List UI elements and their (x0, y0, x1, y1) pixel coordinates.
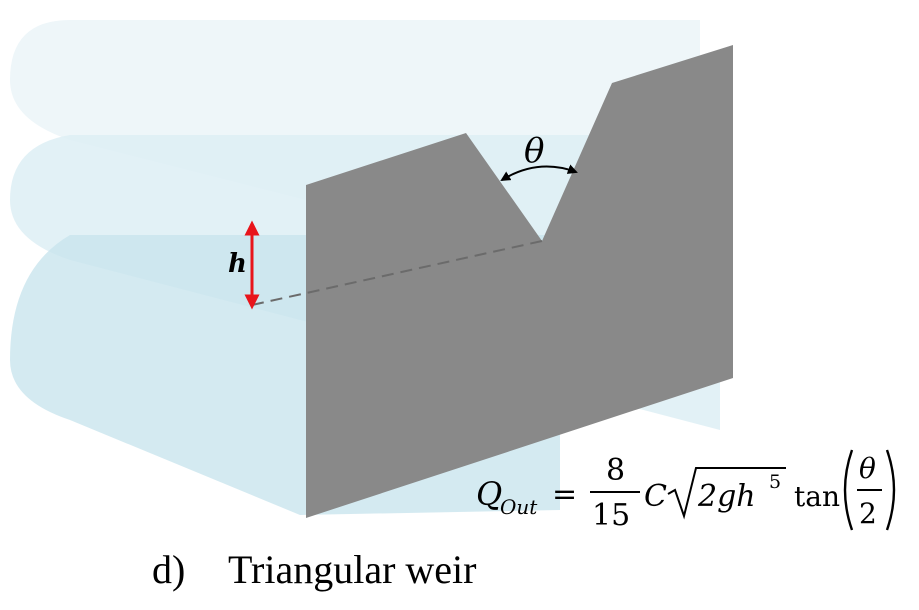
formula-radicand: 2gh (697, 479, 756, 514)
notch-angle-label: θ (524, 131, 544, 171)
formula-radicand-exponent: 5 (769, 471, 781, 493)
formula-sqrt-sign (667, 467, 786, 520)
formula-arg-denominator: 2 (859, 497, 877, 530)
caption-index: d) (152, 547, 185, 592)
formula-tan: tan (794, 480, 840, 513)
formula-equals: = (552, 477, 577, 512)
formula-coefficient: C (644, 479, 667, 514)
formula-q: Q (476, 475, 502, 513)
formula-denominator: 15 (592, 498, 630, 533)
weir-plate (306, 45, 733, 518)
water-level-dashed-line (251, 240, 543, 306)
head-label: h (228, 249, 247, 279)
formula-numerator: 8 (606, 453, 625, 488)
notch-angle-arc (500, 164, 578, 182)
formula-left-paren (843, 449, 854, 531)
formula-right-paren (885, 449, 896, 531)
formula-arg-numerator: θ (859, 452, 876, 485)
caption-text: Triangular weir (228, 547, 476, 592)
formula-q-subscript: Out (500, 495, 538, 519)
discharge-formula: Q Out = 8 15 C 2gh 5 tan θ 2 (476, 449, 896, 533)
